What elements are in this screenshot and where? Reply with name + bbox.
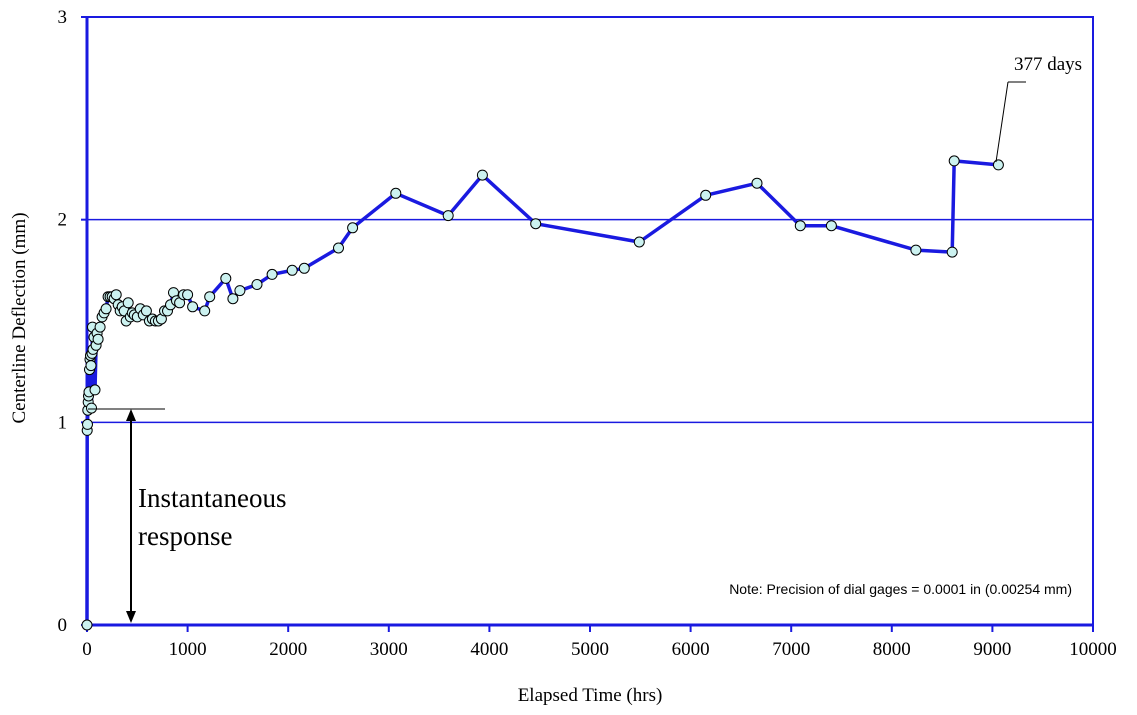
y-tick-label: 0 [58, 615, 68, 636]
data-point [442, 210, 454, 222]
x-tick-label: 8000 [873, 639, 911, 660]
data-point [251, 279, 263, 290]
data-point [910, 244, 922, 256]
series-markers [81, 155, 1004, 631]
data-point [140, 305, 152, 317]
data-point [110, 289, 122, 301]
series-group [81, 155, 1004, 631]
data-point [81, 619, 93, 631]
y-tick-label: 1 [58, 412, 68, 433]
data-point [992, 159, 1004, 171]
data-point [234, 285, 246, 297]
data-point [751, 177, 763, 189]
data-point [794, 220, 806, 232]
y-tick-label: 2 [58, 210, 68, 231]
x-axis-title: Elapsed Time (hrs) [518, 685, 663, 706]
precision-note: Note: Precision of dial gages = 0.0001 i… [729, 581, 1072, 597]
data-point [946, 246, 958, 258]
x-tick-label: 4000 [470, 639, 508, 660]
data-point [347, 222, 359, 234]
data-point [86, 402, 97, 414]
instant-arrow-head-bottom [126, 611, 136, 623]
data-point [199, 305, 211, 317]
data-point [700, 189, 712, 201]
x-tick-label: 3000 [370, 639, 408, 660]
days-leader-line [995, 81, 1009, 163]
data-point [227, 293, 239, 305]
data-point [220, 272, 232, 284]
x-tick-label: 0 [82, 639, 92, 660]
data-point [286, 264, 298, 276]
y-tick-label: 3 [58, 7, 68, 28]
data-point [390, 187, 402, 199]
data-point [182, 289, 194, 301]
data-point [92, 333, 104, 345]
data-point [633, 236, 645, 248]
instant-label-line2: response [138, 521, 232, 551]
x-tick-label: 9000 [973, 639, 1011, 660]
y-tick-labels: 0 1 2 3 [58, 7, 68, 636]
data-point [476, 169, 488, 181]
data-point [333, 242, 344, 254]
data-point [204, 291, 216, 303]
x-tick-label: 1000 [169, 639, 207, 660]
x-tick-label: 5000 [571, 639, 609, 660]
data-point [94, 321, 106, 333]
data-point [825, 220, 837, 232]
data-point [948, 155, 960, 167]
data-point [298, 262, 310, 274]
instant-arrow-head-top [126, 409, 136, 421]
gridlines [87, 218, 1093, 424]
data-point [82, 418, 93, 430]
x-tick-label: 7000 [772, 639, 810, 660]
data-point [530, 218, 542, 230]
data-point [85, 360, 97, 372]
days-label: 377 days [1014, 54, 1082, 75]
instant-label-line1: Instantaneous [138, 483, 286, 513]
x-tick-label: 6000 [672, 639, 710, 660]
series-line [85, 159, 999, 626]
x-tick-label: 10000 [1069, 639, 1117, 660]
y-axis-title: Centerline Deflection (mm) [9, 212, 30, 423]
data-point [89, 384, 101, 396]
data-point [266, 268, 278, 280]
axis-ticks [81, 16, 1094, 632]
x-tick-labels: 0 1000 2000 3000 4000 5000 6000 7000 8000 9000 100… [82, 639, 1117, 660]
data-point [187, 301, 199, 313]
x-tick-label: 2000 [269, 639, 307, 660]
plot-frame [86, 16, 1094, 626]
data-point [100, 303, 112, 315]
data-point [122, 297, 134, 309]
